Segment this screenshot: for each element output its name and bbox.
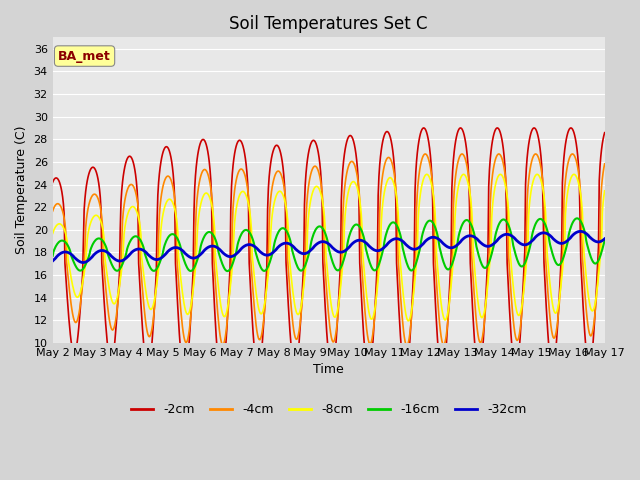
-16cm bbox=[224, 268, 232, 274]
-8cm bbox=[201, 191, 209, 197]
-32cm bbox=[202, 246, 209, 252]
-16cm bbox=[573, 216, 581, 221]
-4cm bbox=[201, 167, 209, 172]
-8cm bbox=[396, 252, 403, 257]
-2cm bbox=[49, 180, 56, 185]
-8cm bbox=[413, 258, 420, 264]
-16cm bbox=[601, 238, 609, 243]
-16cm bbox=[201, 233, 209, 239]
-2cm bbox=[59, 194, 67, 200]
Line: -8cm: -8cm bbox=[52, 174, 605, 321]
-32cm bbox=[79, 260, 87, 265]
-4cm bbox=[601, 161, 609, 167]
-32cm bbox=[601, 236, 609, 242]
X-axis label: Time: Time bbox=[313, 363, 344, 376]
-2cm bbox=[116, 271, 124, 276]
Line: -4cm: -4cm bbox=[52, 154, 605, 346]
-2cm bbox=[172, 261, 179, 266]
-16cm bbox=[172, 233, 179, 239]
-32cm bbox=[172, 245, 180, 251]
-2cm bbox=[413, 158, 420, 164]
Line: -2cm: -2cm bbox=[52, 128, 605, 379]
-2cm bbox=[218, 376, 225, 382]
Legend: -2cm, -4cm, -8cm, -16cm, -32cm: -2cm, -4cm, -8cm, -16cm, -32cm bbox=[125, 398, 532, 421]
-8cm bbox=[601, 188, 609, 193]
-4cm bbox=[413, 205, 420, 211]
-2cm bbox=[567, 125, 575, 131]
Y-axis label: Soil Temperature (C): Soil Temperature (C) bbox=[15, 126, 28, 254]
-4cm bbox=[49, 208, 56, 214]
-8cm bbox=[172, 210, 179, 216]
-16cm bbox=[49, 253, 56, 259]
Line: -32cm: -32cm bbox=[52, 231, 605, 263]
-8cm bbox=[116, 283, 124, 288]
-4cm bbox=[59, 208, 67, 214]
-4cm bbox=[396, 280, 403, 286]
Title: Soil Temperatures Set C: Soil Temperatures Set C bbox=[229, 15, 428, 33]
-4cm bbox=[568, 151, 576, 157]
-4cm bbox=[403, 343, 410, 348]
-32cm bbox=[116, 258, 124, 264]
-16cm bbox=[59, 238, 67, 243]
-2cm bbox=[201, 138, 209, 144]
-2cm bbox=[397, 333, 404, 338]
-16cm bbox=[116, 266, 124, 272]
-8cm bbox=[404, 318, 412, 324]
-32cm bbox=[413, 246, 420, 252]
-8cm bbox=[570, 171, 578, 177]
-4cm bbox=[116, 283, 124, 289]
-8cm bbox=[49, 230, 56, 236]
-2cm bbox=[601, 130, 609, 135]
-4cm bbox=[172, 204, 179, 209]
-32cm bbox=[49, 258, 56, 264]
-16cm bbox=[397, 232, 404, 238]
-32cm bbox=[576, 228, 584, 234]
-32cm bbox=[397, 237, 404, 243]
-16cm bbox=[413, 259, 420, 264]
Line: -16cm: -16cm bbox=[52, 218, 605, 271]
Text: BA_met: BA_met bbox=[58, 49, 111, 62]
-8cm bbox=[59, 223, 67, 229]
-32cm bbox=[59, 250, 67, 255]
